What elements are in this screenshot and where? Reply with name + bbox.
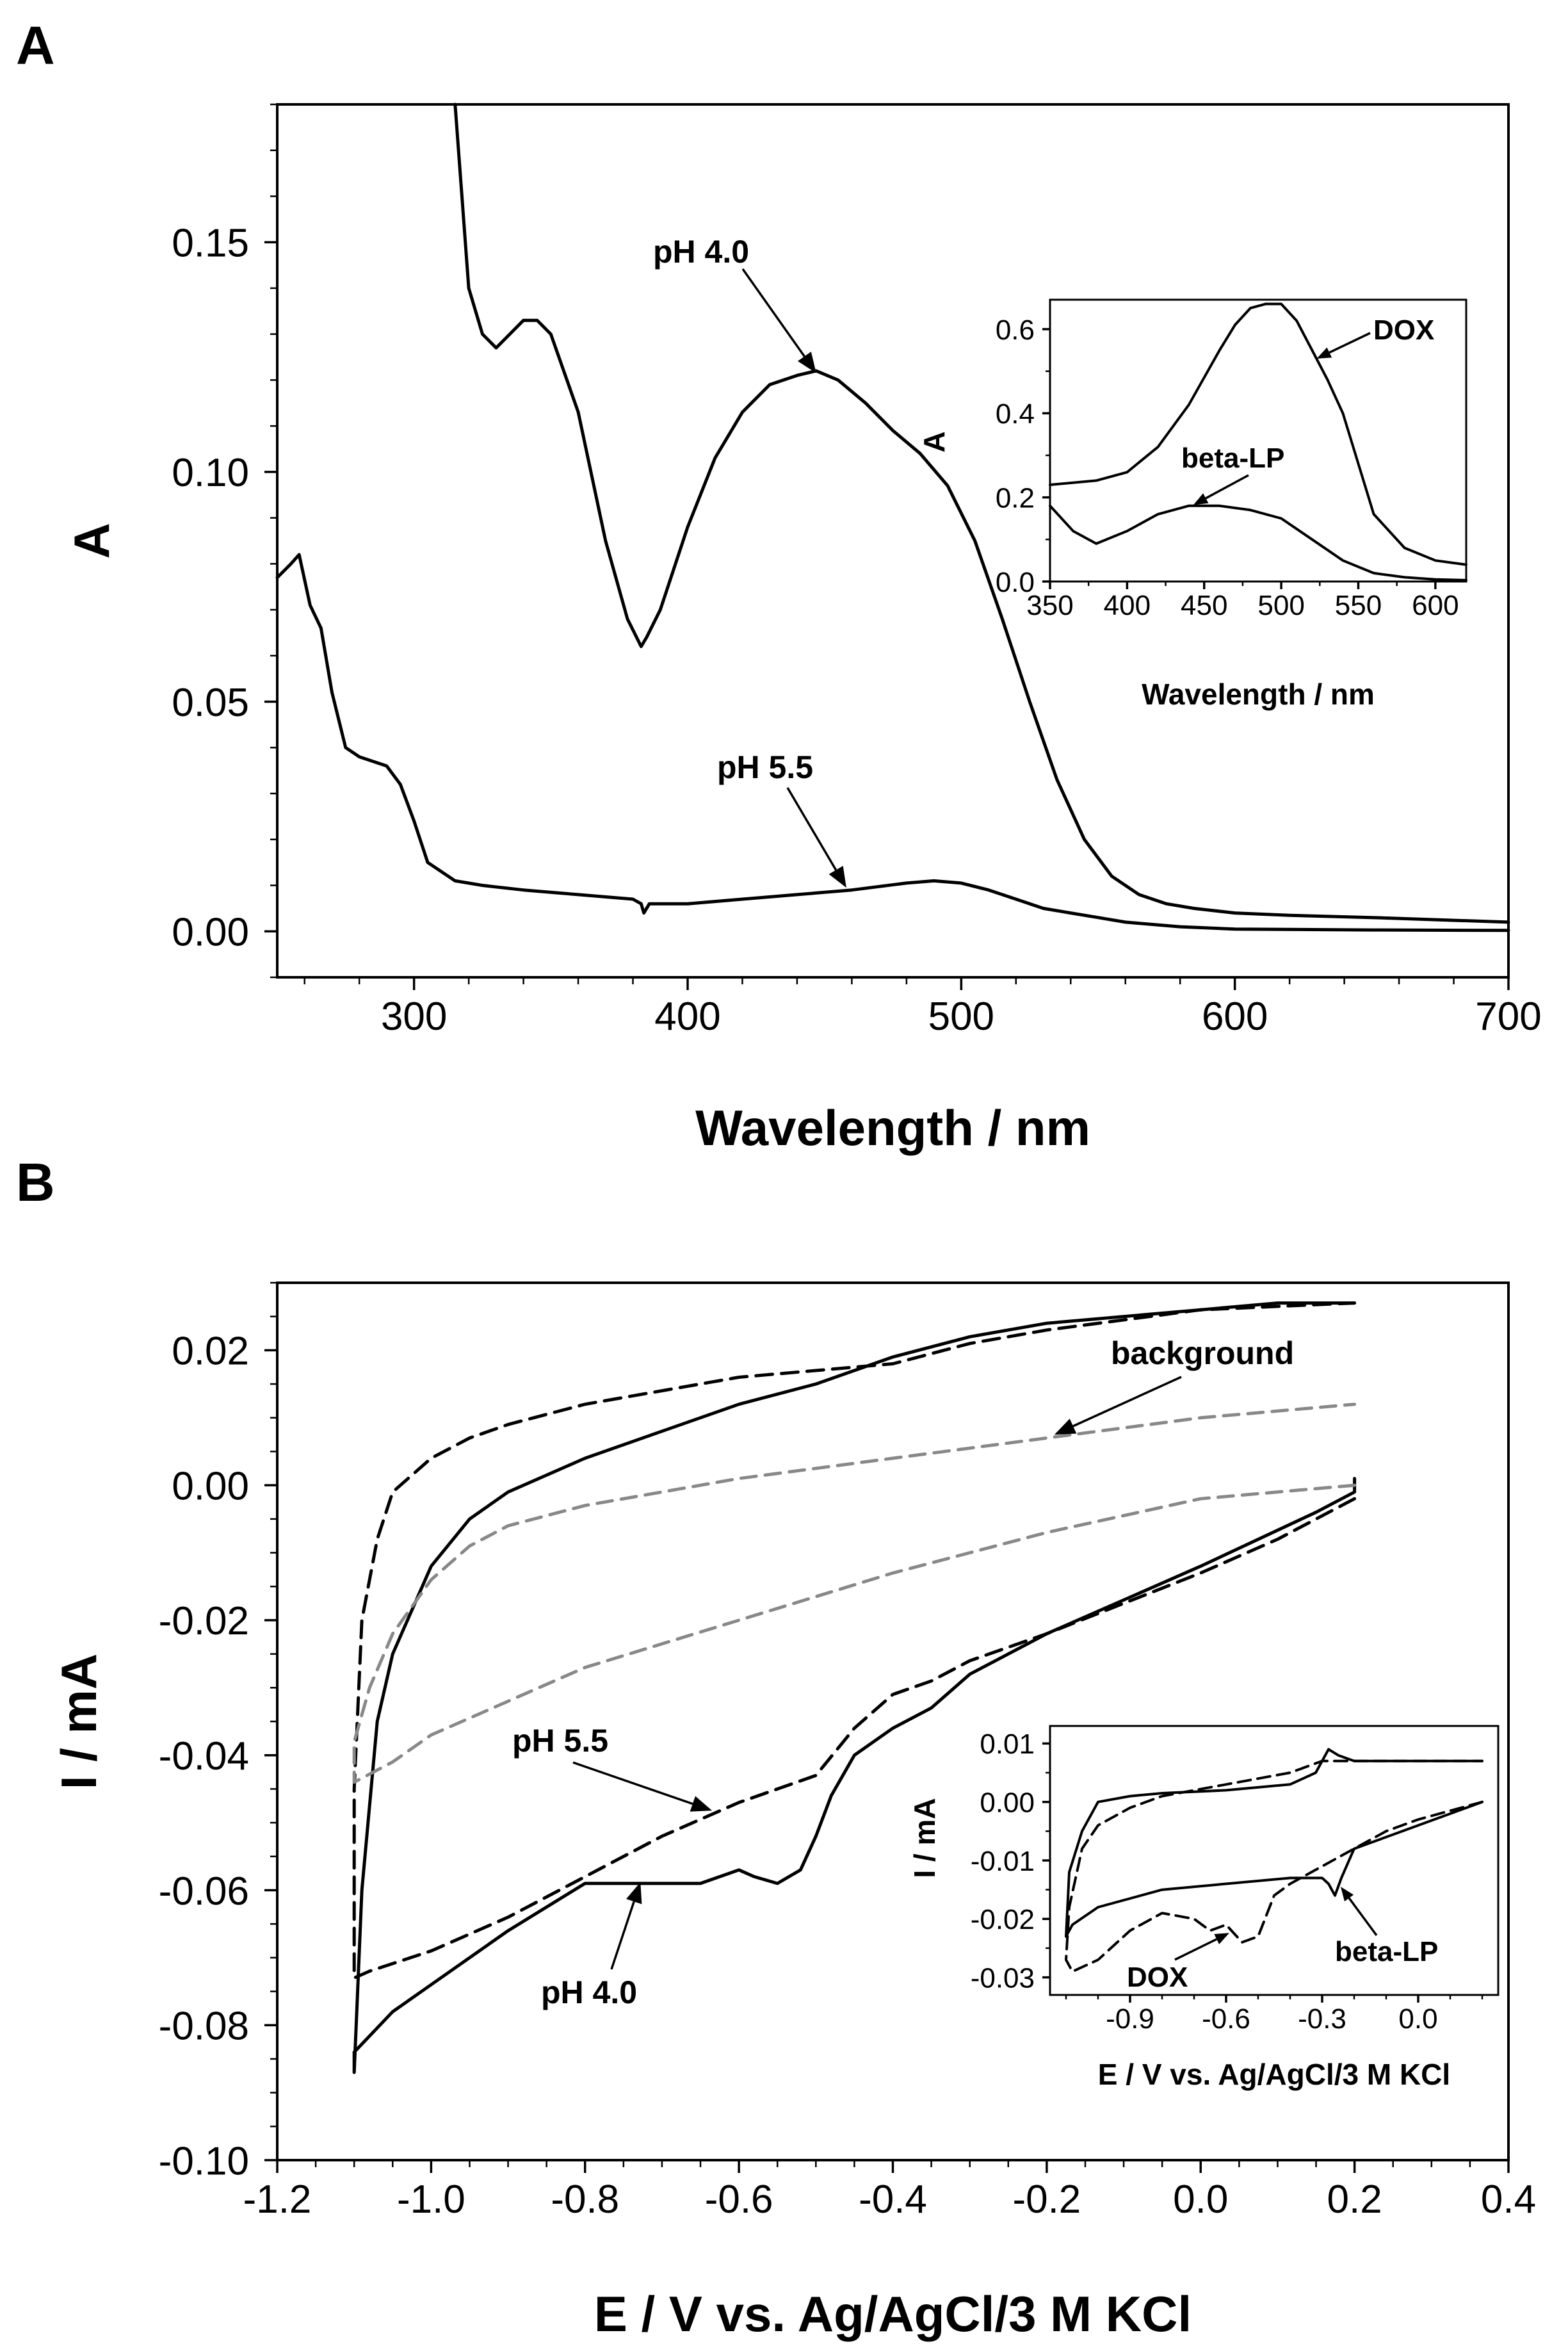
b-x-tick-label: -0.6 (705, 2177, 773, 2222)
inset-annotation-beta-lp-arrow-shaft (1348, 1897, 1378, 1937)
panel-a: A 300 400 500 600 700 0.00 0.05 0.10 0.15 Waveleng… (16, 15, 1542, 1156)
annotation-ph-5-5: pH 5.5 (717, 749, 813, 785)
b-y-tick-label: -0.02 (159, 1599, 249, 1643)
annotation-ph-5-5-arrow-shaft (786, 787, 837, 871)
ib-y-tick-label: -0.03 (971, 1962, 1035, 1994)
ia-x-tick-label: 400 (1104, 590, 1151, 621)
inset-series-line-dox (1065, 1759, 1483, 1973)
ia-x-tick-label: 500 (1257, 590, 1304, 621)
a-x-tick-label: 700 (1475, 995, 1541, 1039)
a-y-tick-label: 0.10 (172, 451, 249, 495)
b-y-tick-label: -0.10 (159, 2139, 249, 2183)
annotation-ph-4-arrow-head (626, 1882, 642, 1905)
inset-annotation-dox: DOX (1373, 314, 1434, 346)
inset-y-axis-label: A (917, 431, 951, 452)
y-axis-label: A (63, 523, 120, 558)
a-y-tick-label: 0.00 (172, 911, 249, 955)
ib-x-tick-label: -0.6 (1202, 2003, 1250, 2035)
inset-series-line-beta-lp (1065, 1748, 1483, 1938)
inset-x-axis-label: Wavelength / nm (1142, 678, 1375, 711)
ia-y-tick-label: 0.2 (996, 482, 1035, 514)
b-x-tick-label: -0.2 (1012, 2177, 1081, 2222)
a-frame (276, 103, 1510, 979)
annotation-ph-5-5-arrow-head (828, 866, 846, 888)
ia-frame (1049, 298, 1467, 583)
annotation-background-arrow-head (1054, 1419, 1077, 1435)
inset-annotation-beta-lp-arrow-shaft (1205, 474, 1249, 500)
a-x-tick-label: 400 (654, 995, 720, 1039)
b-y-tick-label: -0.04 (159, 1734, 249, 1778)
annotation-ph-5-5-arrow-shaft (572, 1761, 693, 1805)
ib-x-tick-label: 0.0 (1398, 2003, 1437, 2035)
inset-annotation-dox-arrow-head (1214, 1933, 1229, 1944)
b-y-tick-label: -0.08 (159, 2005, 249, 2049)
inset-annotation-dox-arrow-head (1316, 347, 1332, 359)
inset-series-line-beta-lp (1049, 504, 1467, 582)
panel-b: B -1.2 -1.0 -0.8 -0.6 -0.4 -0.2 0.0 0.2 0.4 -0.10 -… (16, 1152, 1536, 2342)
b-x-tick-label: 0.0 (1173, 2177, 1228, 2222)
b-x-tick-label: 0.4 (1481, 2177, 1536, 2222)
ib-x-tick-label: -0.9 (1106, 2003, 1154, 2035)
inset-annotation-beta-lp: beta-LP (1335, 1936, 1438, 1967)
inset-annotation-beta-lp-arrow-head (1341, 1887, 1354, 1902)
ia-y-tick-label: 0.0 (996, 567, 1035, 598)
ib-y-tick-label: 0.01 (980, 1729, 1035, 1760)
ib-x-tick-label: -0.3 (1298, 2003, 1346, 2035)
series-line-ph-5-5 (275, 553, 1510, 932)
a-x-tick-label: 300 (381, 995, 447, 1039)
series-line-background (352, 1403, 1357, 1784)
annotation-ph-4: pH 4.0 (541, 1974, 637, 2010)
a-x-tick-label: 600 (1202, 995, 1268, 1039)
b-x-tick-label: -0.4 (859, 2177, 927, 2222)
b-x-tick-label: -1.2 (243, 2177, 312, 2222)
inset-annotation-dox: DOX (1127, 1962, 1188, 1993)
annotation-ph-4-arrow-head (797, 352, 816, 373)
b-x-tick-label: -0.8 (551, 2177, 619, 2222)
ia-x-tick-label: 600 (1412, 590, 1459, 621)
a-y-tick-label: 0.05 (172, 681, 249, 725)
inset-annotation-beta-lp: beta-LP (1181, 443, 1284, 474)
annotation-background-arrow-shaft (1072, 1376, 1182, 1428)
series-line-ph-5-5 (352, 1301, 1357, 1980)
b-y-tick-label: -0.06 (159, 1869, 249, 1914)
series-line-ph-4-0 (352, 1301, 1357, 2074)
ia-x-tick-label: 450 (1181, 590, 1227, 621)
panel-a-inset: 350 400 450 500 550 600 0.0 0.2 0.4 0.6 Wavelength… (917, 298, 1467, 711)
b-y-tick-label: 0.00 (172, 1464, 249, 1508)
ib-y-tick-label: -0.01 (971, 1846, 1035, 1877)
inset-series-line-dox (1049, 302, 1467, 566)
annotation-ph-4-arrow-shaft (610, 1901, 635, 1970)
x-axis-label: Wavelength / nm (695, 1100, 1090, 1156)
annotation-ph-4-arrow-shaft (741, 268, 805, 357)
a-y-tick-label: 0.15 (172, 222, 249, 266)
inset-annotation-dox-arrow-shaft (1174, 1938, 1218, 1961)
inset-x-axis-label: E / V vs. Ag/AgCl/3 M KCl (1098, 2058, 1450, 2091)
x-axis-label: E / V vs. Ag/AgCl/3 M KCl (594, 2286, 1192, 2342)
series-line-ph-4-0 (453, 102, 1510, 924)
b-x-tick-label: -1.0 (397, 2177, 465, 2222)
panel-label: A (16, 15, 55, 76)
a-x-tick-label: 500 (928, 995, 994, 1039)
panel-b-inset: -0.9 -0.6 -0.3 0.0 -0.03 -0.02 -0.01 0.00 0.01 E … (908, 1725, 1499, 2091)
ia-x-tick-label: 550 (1335, 590, 1382, 621)
ib-y-tick-label: -0.02 (971, 1904, 1035, 1935)
panel-label: B (16, 1152, 55, 1212)
inset-annotation-beta-lp-arrow-head (1193, 493, 1209, 505)
ia-y-tick-label: 0.4 (996, 398, 1035, 430)
ia-y-tick-label: 0.6 (996, 314, 1035, 346)
inset-y-axis-label: I / mA (908, 1798, 941, 1878)
y-axis-label: I / mA (51, 1654, 107, 1789)
annotation-background: background (1111, 1335, 1294, 1371)
b-x-tick-label: 0.2 (1327, 2177, 1382, 2222)
inset-annotation-dox-arrow-shaft (1329, 332, 1371, 354)
annotation-ph-5-5-arrow-head (690, 1796, 713, 1812)
b-y-tick-label: 0.02 (172, 1330, 249, 1374)
annotation-ph-5-5: pH 5.5 (512, 1723, 608, 1759)
ib-y-tick-label: 0.00 (980, 1787, 1035, 1819)
ia-x-tick-label: 350 (1026, 590, 1073, 621)
annotation-ph-4: pH 4.0 (653, 234, 749, 270)
